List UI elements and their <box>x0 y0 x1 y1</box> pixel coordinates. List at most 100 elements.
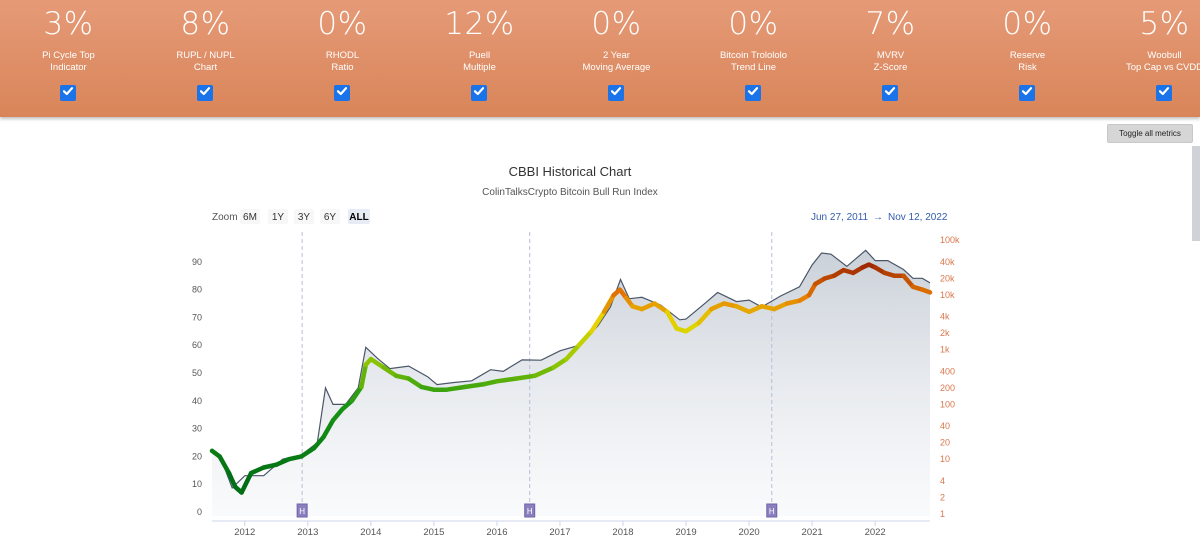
zoom-button-6m[interactable]: 6M <box>240 209 260 224</box>
x-tick-label: 2018 <box>612 527 633 538</box>
metric-checkbox[interactable] <box>471 85 487 101</box>
halving-flag-bg <box>766 503 778 518</box>
metric-label: RUPL / NUPL Chart <box>137 50 274 74</box>
cbbi-segment <box>576 329 594 348</box>
metric-label-line2: Z-Score <box>873 62 908 73</box>
halving-flag-label: H <box>299 507 305 516</box>
x-tick-label: 2017 <box>549 527 570 538</box>
metric-checkbox[interactable] <box>334 85 350 101</box>
zoom-button-6y[interactable]: 6Y <box>320 209 340 224</box>
cbbi-segment <box>463 381 487 390</box>
metric-label: Pi Cycle Top Indicator <box>0 50 137 74</box>
cbbi-segment <box>248 465 266 476</box>
metric-label-line2: Ratio <box>331 62 354 73</box>
cbbi-segment <box>274 456 292 467</box>
range-to[interactable]: Nov 12, 2022 <box>888 212 948 223</box>
halving-flag-bg <box>296 503 308 518</box>
metric-label-line1: 2 Year <box>603 50 630 61</box>
metric-value: 0% <box>1002 6 1053 42</box>
checkmark-icon <box>747 84 759 102</box>
cbbi-segment <box>696 306 714 326</box>
zoom-button-3y[interactable]: 3Y <box>294 209 314 224</box>
y-left-tick-label: 50 <box>192 368 202 378</box>
cbbi-segment <box>381 365 399 379</box>
metric-label-line1: Woobull <box>1147 50 1182 61</box>
zoom-button-1y[interactable]: 1Y <box>268 209 288 224</box>
cbbi-segment <box>406 376 424 390</box>
cbbi-segment <box>299 445 317 459</box>
metric-label-line2: Chart <box>193 62 218 73</box>
cbbi-segment <box>349 384 364 404</box>
scrollbar[interactable] <box>1192 146 1200 241</box>
zoom-button-bg <box>294 209 314 224</box>
zoom-button-label: 3Y <box>298 212 311 223</box>
metric-checkbox[interactable] <box>745 85 761 101</box>
x-tick-label: 2013 <box>297 527 318 538</box>
metric-label: RHODL Ratio <box>274 50 411 74</box>
chart-subtitle: ColinTalksCrypto Bitcoin Bull Run Index <box>482 187 658 198</box>
metric-checkbox[interactable] <box>608 85 624 101</box>
y-right-tick-label: 2k <box>940 328 950 338</box>
metric-label-line2: Trend Line <box>730 62 777 73</box>
metric-label: MVRV Z-Score <box>822 50 959 74</box>
y-right-tick-label: 40 <box>940 421 950 431</box>
metric-label: Reserve Risk <box>959 50 1096 74</box>
cbbi-segment <box>589 309 607 334</box>
metric-label-line2: Indicator <box>50 62 87 73</box>
chart-svg: CBBI Historical Chart ColinTalksCrypto B… <box>192 164 960 538</box>
zoom-button-label: ALL <box>349 212 368 223</box>
y-right-tick-label: 4 <box>940 476 945 486</box>
checkmark-icon <box>1021 84 1033 102</box>
cbbi-segment <box>330 406 345 423</box>
plot-area: 0 10 20 30 40 50 60 70 80 90 1 2 4 10 20 40 100 200 400 1k 2… <box>192 232 960 538</box>
metric-checkbox[interactable] <box>1019 85 1035 101</box>
checkmark-icon <box>473 84 485 102</box>
cbbi-segment <box>551 356 569 370</box>
cbbi-segment <box>639 301 657 312</box>
y-right-tick-label: 40k <box>940 257 955 267</box>
metrics-bar: 3% Pi Cycle Top Indicator 8% RUPL / NUPL Char… <box>0 0 1200 117</box>
metric-label-line2: Multiple <box>463 62 496 73</box>
metric-tile: 8% RUPL / NUPL Chart <box>137 0 274 117</box>
metric-checkbox[interactable] <box>197 85 213 101</box>
price-area <box>212 250 930 517</box>
cbbi-segment <box>901 273 916 290</box>
range-separator: → <box>873 212 883 223</box>
checkmark-icon <box>62 84 74 102</box>
y-left-tick-label: 30 <box>192 424 202 434</box>
metric-value: 7% <box>865 6 916 42</box>
y-left-tick-label: 40 <box>192 396 202 406</box>
x-tick-label: 2015 <box>423 527 444 538</box>
y-right-tick-label: 20k <box>940 273 955 283</box>
zoom-button-all[interactable]: ALL <box>348 209 370 224</box>
checkmark-icon <box>1158 84 1170 102</box>
metric-tile: 0% 2 Year Moving Average <box>548 0 685 117</box>
y-right-tick-label: 10k <box>940 290 955 300</box>
cbbi-segment <box>494 376 519 384</box>
metric-label: Woobull Top Cap vs CVDD <box>1096 50 1200 74</box>
metric-value: 0% <box>591 6 642 42</box>
halving-flag-bg <box>524 503 536 518</box>
y-left-tick-label: 10 <box>192 479 202 489</box>
cbbi-segment <box>444 384 468 392</box>
cbbi-segment <box>564 342 582 362</box>
metric-tile: 7% MVRV Z-Score <box>822 0 959 117</box>
x-tick-label: 2016 <box>486 527 507 538</box>
metric-tile: 0% Reserve Risk <box>959 0 1096 117</box>
range-from[interactable]: Jun 27, 2011 <box>811 212 869 223</box>
metric-checkbox[interactable] <box>882 85 898 101</box>
zoom-button-bg <box>320 209 340 224</box>
zoom-button-bg <box>240 209 260 224</box>
metric-checkbox[interactable] <box>60 85 76 101</box>
toggle-all-metrics-button[interactable]: Toggle all metrics <box>1107 124 1193 143</box>
y-right-tick-label: 1k <box>940 345 950 355</box>
metric-checkbox[interactable] <box>1156 85 1172 101</box>
cbbi-segment <box>601 292 616 315</box>
y-left-tick-label: 80 <box>192 285 202 295</box>
metric-label-line1: RUPL / NUPL <box>176 50 235 61</box>
halving-flag: H <box>296 503 308 518</box>
cbbi-chart: CBBI Historical Chart ColinTalksCrypto B… <box>180 150 960 548</box>
metric-tile: 0% Bitcoin Trolololo Trend Line <box>685 0 822 117</box>
metric-label-line2: Top Cap vs CVDD <box>1125 62 1200 73</box>
halving-flag: H <box>524 503 536 518</box>
